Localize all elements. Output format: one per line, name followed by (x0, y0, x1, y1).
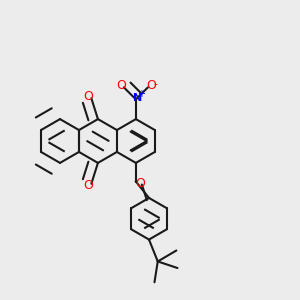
Text: N: N (133, 93, 142, 103)
Text: O: O (83, 90, 93, 103)
Text: O: O (83, 179, 93, 192)
Text: O: O (146, 79, 156, 92)
Text: O: O (135, 176, 145, 190)
Text: +: + (137, 89, 145, 99)
Text: -: - (153, 79, 158, 89)
Text: O: O (116, 79, 126, 92)
